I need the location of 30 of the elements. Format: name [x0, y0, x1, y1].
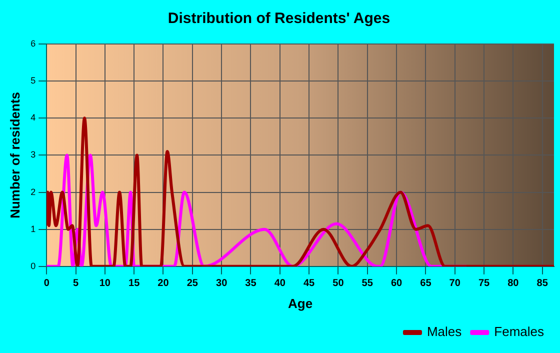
x-tick-label: 45: [303, 278, 316, 290]
x-tick-label: 0: [44, 278, 50, 290]
legend-label: Females: [494, 324, 544, 340]
x-tick-label: 55: [362, 278, 374, 290]
legend-label: Males: [426, 324, 462, 340]
x-tick-label: 75: [478, 278, 490, 290]
x-tick-label: 30: [216, 278, 228, 290]
x-tick-label: 70: [449, 278, 461, 290]
x-tick-label: 10: [99, 278, 111, 290]
y-tick-label: 2: [30, 186, 36, 197]
x-tick-label: 50: [332, 278, 344, 290]
x-axis-title: Age: [288, 296, 313, 311]
y-tick-label: 3: [30, 150, 36, 160]
x-tick-label: 35: [245, 278, 257, 290]
y-tick-label: 4: [30, 112, 36, 123]
y-tick-label: 1: [30, 224, 36, 234]
x-tick-label: 20: [158, 278, 170, 290]
chart-title: Distribution of Residents' Ages: [168, 10, 390, 28]
y-tick-label: 5: [30, 76, 36, 86]
x-tick-label: 40: [274, 278, 286, 290]
x-tick-label: 5: [72, 278, 79, 290]
y-axis-title: Number of residents: [7, 92, 22, 218]
x-tick-label: 80: [508, 278, 520, 290]
x-tick-label: 25: [186, 278, 198, 290]
y-tick-label: 6: [30, 38, 36, 48]
x-tick-label: 60: [390, 278, 403, 290]
x-tick-label: 15: [128, 278, 140, 290]
y-tick-label: 0: [30, 260, 36, 271]
x-tick-label: 65: [420, 278, 432, 290]
x-tick-label: 85: [536, 278, 548, 290]
